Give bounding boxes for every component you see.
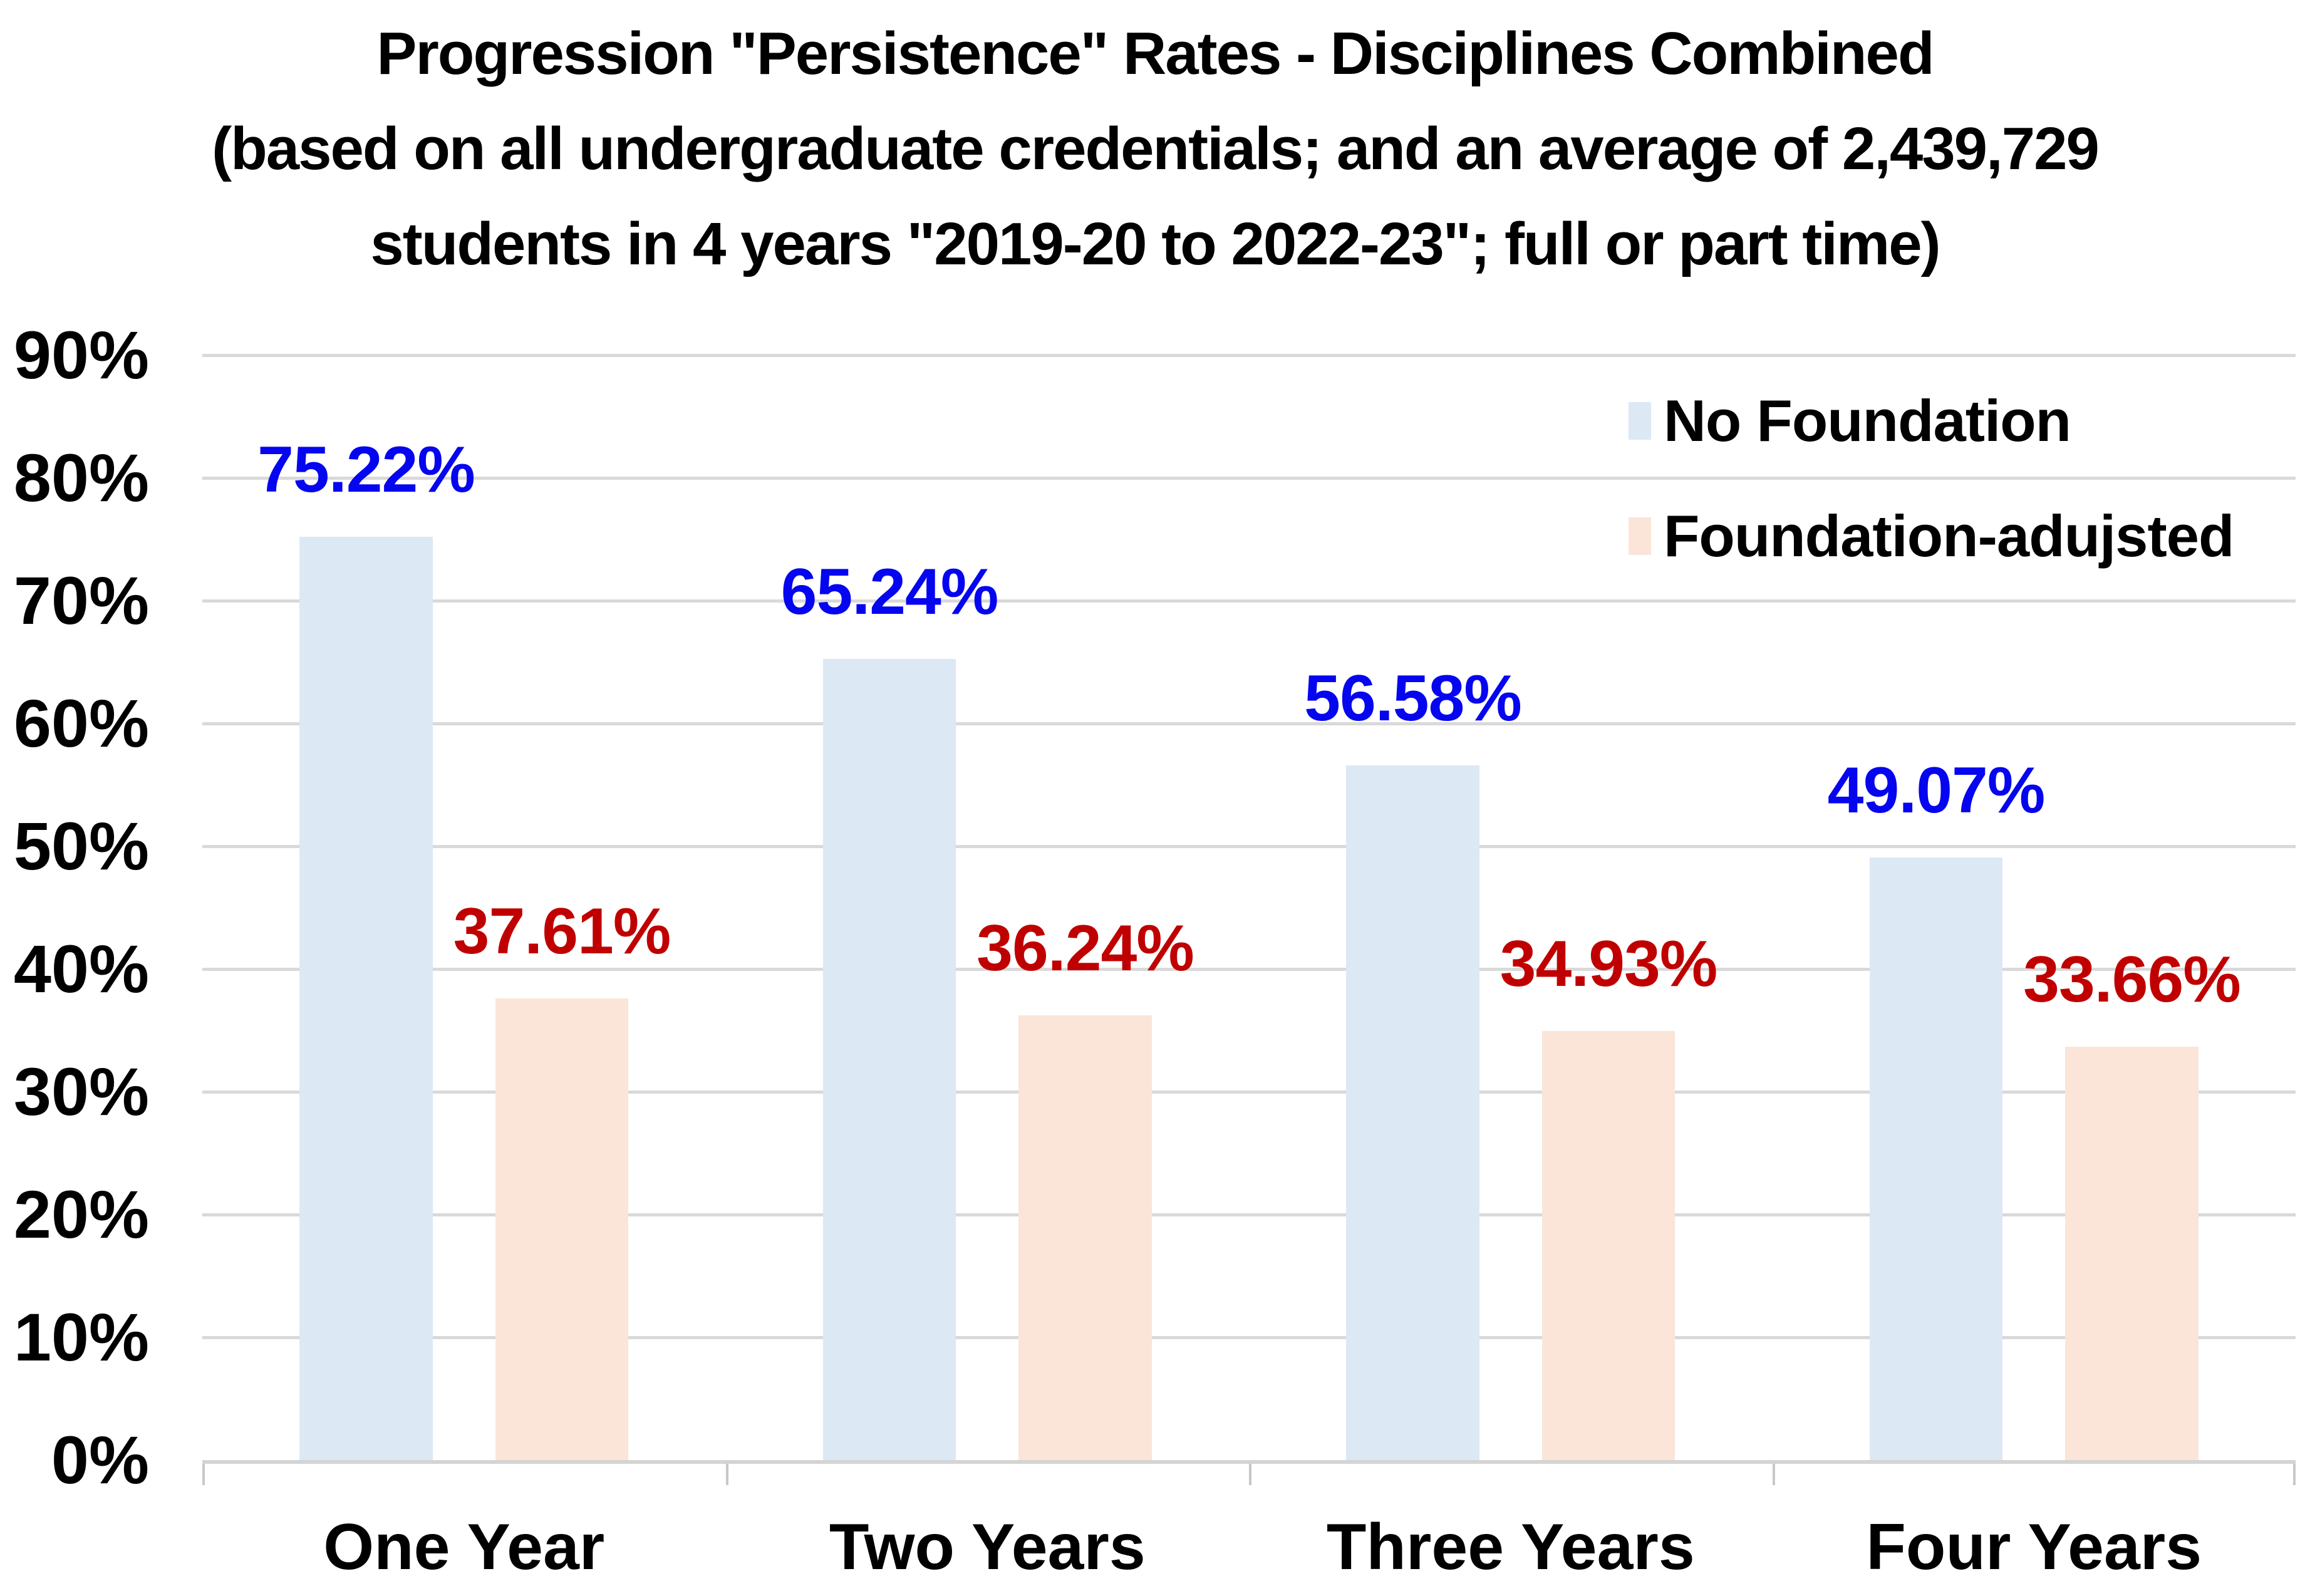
- y-axis-label-30%: 30%: [13, 1054, 149, 1129]
- gridline-70%: [202, 599, 2296, 603]
- chart-title: Progression "Persistence" Rates - Discip…: [0, 6, 2310, 292]
- gridline-80%: [202, 477, 2296, 480]
- bar-no-foundation-two-years: [822, 659, 956, 1460]
- bar-no-foundation-three-years: [1346, 765, 1479, 1460]
- data-label-no-foundation-four-years: 49.07%: [1827, 754, 2046, 827]
- data-label-foundation-adujsted-three-years: 34.93%: [1499, 928, 1718, 1001]
- legend-label-foundation-adjusted: Foundation-adujsted: [1664, 503, 2234, 569]
- x-axis-label-three-years: Three Years: [1326, 1511, 1695, 1583]
- gridline-30%: [202, 1091, 2296, 1094]
- y-axis-label-50%: 50%: [13, 808, 149, 884]
- x-axis-tick: [725, 1464, 728, 1485]
- chart-title-line-3: students in 4 years "2019-20 to 2022-23"…: [370, 210, 1940, 277]
- x-axis-label-one-year: One Year: [323, 1511, 605, 1583]
- gridline-40%: [202, 968, 2296, 971]
- plot-area: 75.22% 37.61% 65.24% 36.24% 56.58% 34.93% 49.0…: [202, 354, 2296, 1485]
- legend-item-foundation-adjusted: Foundation-adujsted: [1629, 499, 2234, 574]
- x-axis-label-two-years: Two Years: [829, 1511, 1146, 1583]
- gridline-50%: [202, 845, 2296, 848]
- y-axis-label-10%: 10%: [13, 1299, 149, 1375]
- data-label-foundation-adujsted-one-year: 37.61%: [453, 894, 671, 968]
- y-axis-label-40%: 40%: [13, 931, 149, 1007]
- y-axis-label-90%: 90%: [13, 317, 149, 393]
- data-label-foundation-adujsted-two-years: 36.24%: [976, 911, 1194, 985]
- y-axis-label-70%: 70%: [13, 562, 149, 638]
- gridline-20%: [202, 1213, 2296, 1216]
- data-label-no-foundation-two-years: 65.24%: [780, 556, 999, 629]
- legend-swatch-foundation-adjusted: [1629, 517, 1651, 555]
- x-axis-tick: [1249, 1464, 1251, 1485]
- bar-foundation-adujsted-two-years: [1018, 1015, 1152, 1460]
- gridline-90%: [202, 354, 2296, 357]
- x-axis-label-four-years: Four Years: [1866, 1511, 2202, 1583]
- x-axis-tick: [2293, 1464, 2296, 1485]
- y-axis-label-80%: 80%: [13, 440, 149, 516]
- data-label-foundation-adujsted-four-years: 33.66%: [2023, 943, 2241, 1017]
- data-label-no-foundation-three-years: 56.58%: [1304, 662, 1522, 735]
- legend-label-no-foundation: No Foundation: [1664, 388, 2071, 453]
- x-axis-tick: [202, 1464, 205, 1485]
- legend-swatch-no-foundation: [1629, 402, 1651, 440]
- bar-no-foundation-four-years: [1869, 858, 2003, 1460]
- chart-title-line-1: Progression "Persistence" Rates - Discip…: [376, 20, 1934, 87]
- bar-foundation-adujsted-one-year: [495, 998, 629, 1460]
- x-axis-tick: [1772, 1464, 1775, 1485]
- data-label-no-foundation-one-year: 75.22%: [257, 433, 475, 506]
- legend-item-no-foundation: No Foundation: [1629, 383, 2071, 459]
- y-axis-label-0%: 0%: [51, 1422, 149, 1498]
- bar-foundation-adujsted-four-years: [2065, 1047, 2199, 1460]
- y-axis-label-60%: 60%: [13, 685, 149, 761]
- chart-title-line-2: (based on all undergraduate credentials;…: [212, 115, 2100, 182]
- gridline-60%: [202, 722, 2296, 725]
- gridline-10%: [202, 1336, 2296, 1339]
- y-axis-label-20%: 20%: [13, 1176, 149, 1252]
- bar-foundation-adujsted-three-years: [1541, 1031, 1676, 1460]
- bar-no-foundation-one-year: [299, 536, 433, 1460]
